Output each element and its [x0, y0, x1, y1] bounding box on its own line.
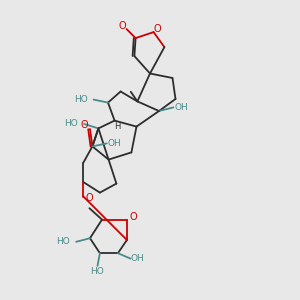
Text: O: O: [129, 212, 137, 222]
Text: O: O: [85, 193, 93, 203]
Text: H: H: [114, 122, 121, 131]
Text: HO: HO: [56, 237, 70, 246]
Text: O: O: [81, 120, 88, 130]
Text: HO: HO: [64, 119, 78, 128]
Text: HO: HO: [91, 267, 104, 276]
Text: O: O: [154, 24, 162, 34]
Text: HO: HO: [74, 95, 88, 104]
Text: OH: OH: [107, 139, 121, 148]
Text: OH: OH: [131, 254, 145, 263]
Text: OH: OH: [174, 103, 188, 112]
Text: O: O: [118, 21, 126, 31]
